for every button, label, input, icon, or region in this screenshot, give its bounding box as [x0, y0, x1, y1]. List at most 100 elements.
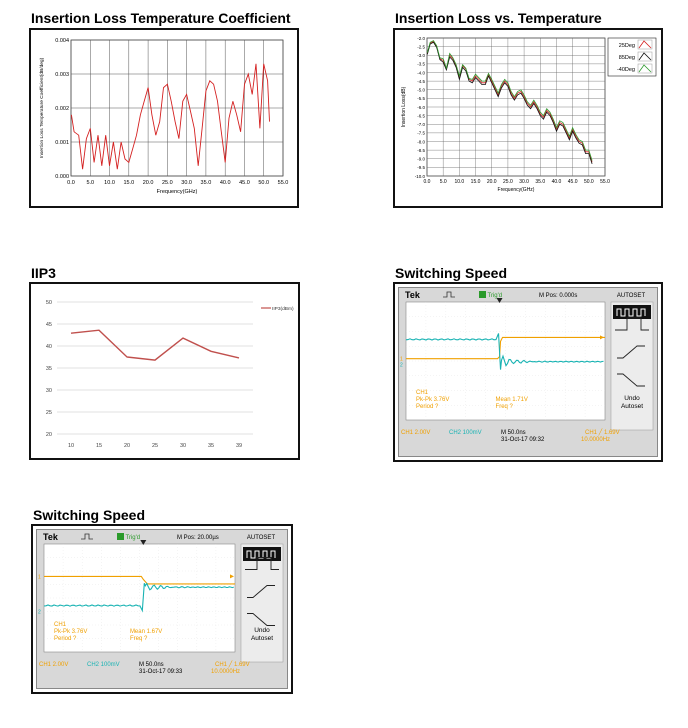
y-axis-label: Insertion Loss Temperature Coefficient(d… [39, 57, 45, 158]
x-tick-label: 50.0 [258, 180, 269, 186]
panel-title-iip3: IIP3 [31, 265, 56, 281]
autoset-menu [240, 543, 284, 663]
mean-readout: Mean 1.71V [496, 397, 528, 403]
y-tick-label: -2.5 [417, 44, 425, 49]
y-tick-label: -5.5 [417, 96, 425, 101]
x-tick-label: 5.0 [440, 179, 447, 185]
undo-label: Undo [624, 395, 640, 402]
legend-swatch-box [637, 39, 653, 50]
autoset-label: Autoset [251, 635, 273, 642]
y-tick-label: 25 [46, 410, 52, 416]
il-vs-temp-chart: 0.0 5.0 10.0 15.0 20.0 25.0 30.0 35.0 40.0 45.0 50… [401, 36, 657, 193]
trigger-level: CH1 ╱ 1.69V [585, 428, 620, 436]
m-pos: M Pos: 20.00µs [177, 535, 219, 541]
ch1-marker: 1 [400, 357, 403, 363]
y-tick-label: -3.0 [417, 53, 425, 58]
x-tick-label: 35.0 [535, 179, 545, 185]
x-tick-label: 10.0 [104, 180, 115, 186]
x-tick-label: 15 [96, 443, 102, 449]
x-tick-label: 35 [208, 443, 214, 449]
x-tick-label: 30.0 [181, 180, 192, 186]
square-wave-icon [616, 308, 646, 317]
timebase: M 50.0ns [501, 430, 526, 436]
ch1-meas-label: CH1 [54, 622, 67, 628]
trig-status-icon [479, 291, 486, 298]
y-tick-label: -8.0 [417, 139, 425, 144]
ch1-marker: 1 [38, 574, 41, 580]
y-tick-label: 20 [46, 432, 52, 438]
iip3-chart-frame: 20 25 30 35 40 45 50 10 15 20 25 30 35 39 IIP3(dBm) [29, 282, 300, 460]
scope2-display: Tek Trig'd M Pos: 20.00µs AUTOSET Undo Autose… [36, 529, 288, 689]
single-cycle-icon [615, 317, 649, 331]
panel-title-tempco: Insertion Loss Temperature Coefficient [31, 10, 291, 26]
x-tick-label: 15.0 [471, 179, 481, 185]
ch1-meas-label: CH1 [416, 390, 429, 396]
y-tick-label: -10.0 [415, 174, 426, 179]
y-tick-label: -6.5 [417, 113, 425, 118]
rising-edge-icon [617, 345, 645, 359]
y-tick-label: -5.0 [417, 88, 425, 93]
ch2-waveform [405, 333, 604, 370]
y-tick-label: 50 [46, 300, 52, 306]
y-tick-label: -8.5 [417, 148, 425, 153]
panel-title-switching-1: Switching Speed [395, 265, 508, 281]
x-tick-label: 40.0 [220, 180, 231, 186]
ch2-waveform [43, 582, 234, 613]
trigger-frequency: 10.0000Hz [581, 437, 610, 443]
iip3-chart: 20 25 30 35 40 45 50 10 15 20 25 30 35 39 IIP3(dBm) [46, 300, 294, 449]
legend-label: 85Deg [619, 55, 635, 61]
x-tick-label: 25 [152, 443, 158, 449]
scope1-display: Tek Trig'd M Pos: 0.000s AUTOSET Undo Autoset… [398, 287, 658, 457]
legend-swatch-box [637, 51, 653, 62]
legend-swatch-box [637, 63, 653, 74]
ch2-scale: CH2 100mV [87, 662, 120, 668]
autoset-menu [610, 301, 654, 431]
single-cycle-icon [245, 557, 279, 570]
x-tick-label: 35.0 [201, 180, 212, 186]
x-tick-label: 5.0 [86, 180, 94, 186]
x-tick-label: 10.0 [454, 179, 464, 185]
il-vs-temp-chart-frame: 0.0 5.0 10.0 15.0 20.0 25.0 30.0 35.0 40.0 45.0 50… [393, 28, 663, 208]
panel-title-switching-2: Switching Speed [33, 507, 146, 523]
tek-logo: Tek [43, 532, 59, 542]
autoset-title: AUTOSET [617, 293, 646, 299]
falling-edge-icon [247, 613, 275, 626]
legend-label: -40Deg [617, 67, 635, 73]
y-tick-label: -9.0 [417, 157, 425, 162]
iip3-series-line [70, 329, 240, 361]
falling-edge-icon [617, 373, 645, 387]
series-line-1 [426, 41, 593, 165]
mean-readout: Mean 1.67V [130, 629, 162, 635]
scope1-screen: Tek Trig'd M Pos: 0.000s AUTOSET UndoAutoset… [400, 290, 654, 443]
y-tick-label: -4.0 [417, 70, 425, 75]
y-tick-label: -9.5 [417, 165, 425, 170]
trigger-position-marker [140, 540, 147, 545]
date-time: 31-Oct-17 09:32 [501, 437, 545, 443]
panel-title-il-vs-temp: Insertion Loss vs. Temperature [395, 10, 602, 26]
acquire-icon [81, 533, 93, 540]
x-tick-label: 39 [236, 443, 242, 449]
x-tick-label: 55.0 [600, 179, 610, 185]
m-pos: M Pos: 0.000s [539, 293, 577, 299]
trig-status-icon [117, 533, 124, 540]
x-tick-label: 20 [124, 443, 130, 449]
x-tick-label: 0.0 [424, 179, 431, 185]
x-tick-label: 25.0 [162, 180, 173, 186]
x-tick-label: 30 [180, 443, 186, 449]
x-tick-label: 40.0 [552, 179, 562, 185]
y-tick-label: -7.0 [417, 122, 425, 127]
x-tick-label: 55.0 [278, 180, 289, 186]
freq-readout: Freq ? [496, 404, 514, 410]
ch1-scale: CH1 2.00V [39, 662, 68, 668]
trigger-frequency: 10.0000Hz [211, 669, 240, 675]
ch1-waveform [44, 575, 235, 585]
y-tick-label: -4.5 [417, 79, 425, 84]
legend-swatch-0 [638, 40, 652, 49]
y-tick-label: 0.002 [55, 106, 69, 112]
y-tick-label: -3.5 [417, 62, 425, 67]
y-tick-label: -2.0 [417, 36, 425, 41]
x-tick-label: 45.0 [568, 179, 578, 185]
pkpk-readout: Pk-Pk 3.76V [54, 629, 87, 635]
freq-readout: Freq ? [130, 636, 148, 642]
x-tick-label: 15.0 [123, 180, 134, 186]
